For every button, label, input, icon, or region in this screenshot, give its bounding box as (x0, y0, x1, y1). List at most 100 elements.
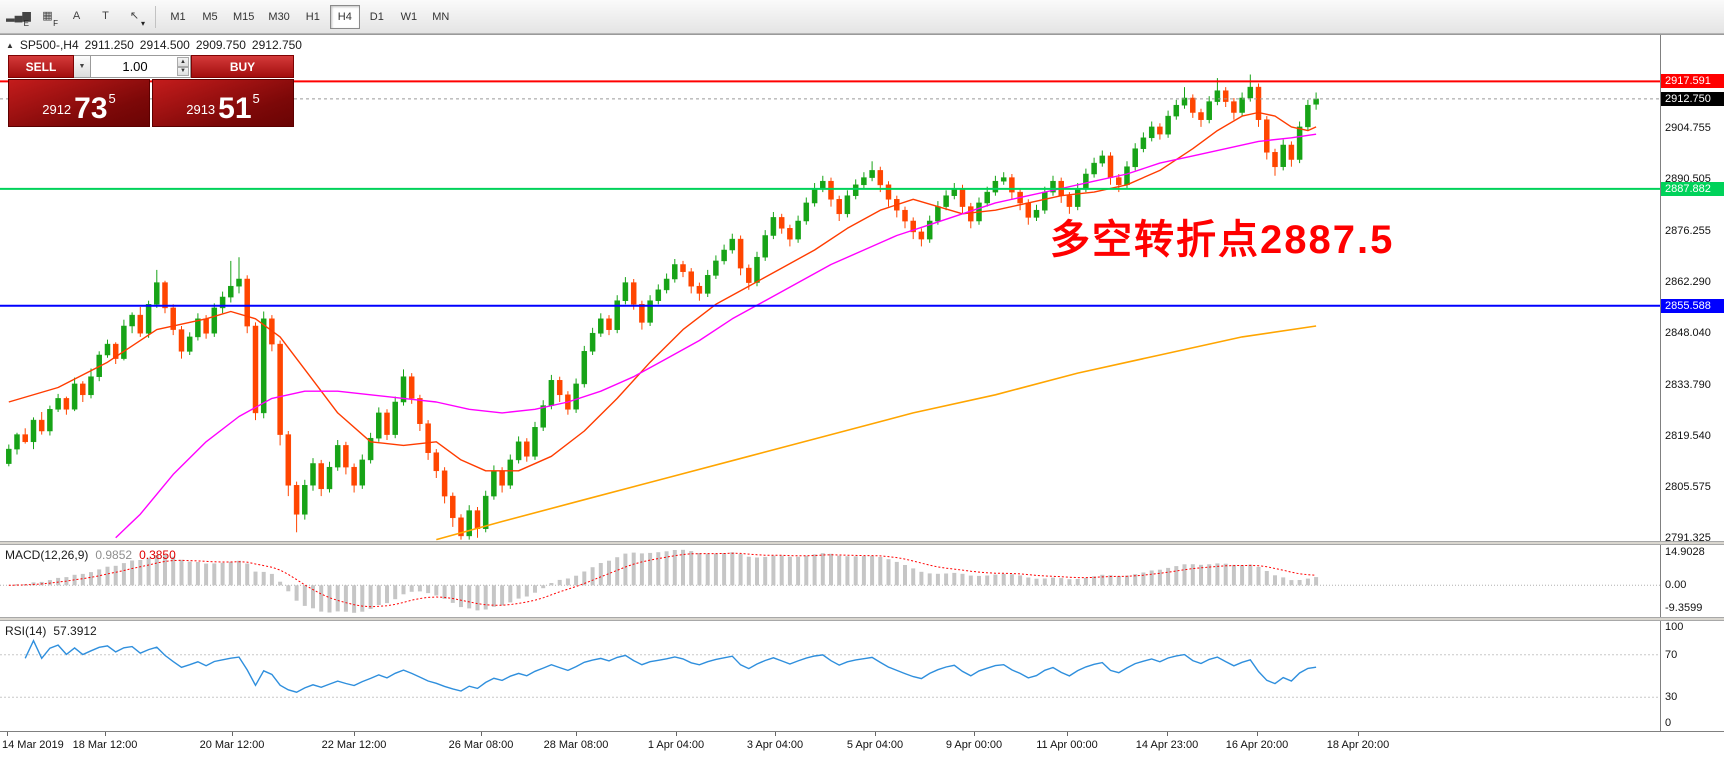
time-tick (676, 732, 677, 736)
price-axis-label: 2833.790 (1665, 379, 1711, 391)
time-axis-label: 26 Mar 08:00 (448, 739, 514, 751)
drawing-badge: ▾ (140, 18, 145, 28)
drawing-icon: ↖ (129, 10, 140, 22)
sell-price-tile[interactable]: 2912 73 5 (8, 79, 150, 127)
macd-name: MACD(12,26,9) (5, 548, 89, 562)
buy-button[interactable]: BUY (191, 55, 294, 78)
time-tick (7, 732, 8, 736)
price-axis[interactable]: 2904.755 2890.505 2876.255 2862.290 2848.040… (1660, 35, 1724, 731)
time-axis-label: 9 Apr 00:00 (945, 739, 1003, 751)
price-axis-label: 2848.040 (1665, 327, 1711, 339)
chart-plot-surface[interactable] (0, 35, 1724, 759)
timeframe-button-H1[interactable]: H1 (305, 10, 320, 23)
timeframe-button-D1[interactable]: D1 (369, 10, 384, 23)
volume-field-wrap: ▲ ▼ (91, 55, 191, 78)
main-toolbar: ▂▄▆ E ▦ F A T ↖ ▾ M1 M5 M15 M30 H1 H4 D1 W1 MN (0, 0, 1724, 34)
time-tick (105, 732, 106, 736)
time-axis-label: 1 Apr 04:00 (647, 739, 705, 751)
macd-axis-label: 0.00 (1665, 579, 1687, 591)
volume-decrease-icon[interactable]: ▼ (177, 66, 189, 76)
timeframe-button-M5[interactable]: M5 (202, 10, 218, 23)
tool-bar-chart-button[interactable]: ▂▄▆ E (5, 4, 32, 30)
rsi-line (24, 639, 1317, 693)
drawing-tools-group: ▂▄▆ E ▦ F A T ↖ ▾ (4, 4, 149, 30)
time-tick (1067, 732, 1068, 736)
time-tick (232, 732, 233, 736)
time-tick (354, 732, 355, 736)
timeframe-button-H4[interactable]: H4 (329, 4, 360, 29)
price-marker: 2912.750 (1661, 92, 1724, 106)
time-axis-label: 16 Apr 20:00 (1225, 739, 1289, 751)
time-axis-label: 3 Apr 04:00 (746, 739, 804, 751)
tool-textbox-button[interactable]: T (92, 4, 119, 30)
ohlc-open: 2911.250 (84, 38, 134, 52)
time-tick (481, 732, 482, 736)
volume-input[interactable] (91, 56, 190, 77)
rsi-name: RSI(14) (5, 624, 47, 638)
time-tick (1257, 732, 1258, 736)
one-click-trade-panel: SELL ▼ ▲ ▼ BUY 2912 73 5 2913 51 5 (8, 55, 294, 127)
macd-axis-label: -9.3599 (1665, 602, 1703, 614)
rsi-axis-label: 0 (1665, 717, 1672, 729)
volume-increase-icon[interactable]: ▲ (177, 57, 189, 67)
time-axis[interactable]: 14 Mar 2019 18 Mar 12:00 20 Mar 12:00 22 Ma… (0, 731, 1724, 759)
sell-price-pips: 73 (74, 91, 108, 125)
sell-price-figure: 2912 (42, 102, 72, 117)
ohlc-low: 2909.750 (195, 38, 246, 52)
tool-grid-button[interactable]: ▦ F (34, 4, 61, 30)
timeframe-button-M1[interactable]: M1 (170, 10, 186, 23)
price-marker: 2917.591 (1661, 74, 1724, 88)
time-tick (775, 732, 776, 736)
timeframe-button-M15[interactable]: M15 (233, 10, 255, 23)
price-axis-label: 2805.575 (1665, 481, 1711, 493)
collapse-icon[interactable]: ▲ (6, 40, 14, 50)
time-axis-label: 11 Apr 00:00 (1036, 739, 1098, 751)
time-axis-label: 14 Apr 23:00 (1135, 739, 1199, 751)
tool-drawing-button[interactable]: ↖ ▾ (121, 4, 148, 30)
volume-dropdown-caret-icon[interactable]: ▼ (74, 55, 91, 78)
macd-signal-line (8, 552, 1317, 608)
buy-price-pips: 51 (218, 91, 252, 125)
price-marker: 2855.588 (1661, 299, 1724, 313)
time-axis-label: 28 Mar 08:00 (543, 739, 609, 751)
time-axis-label: 5 Apr 04:00 (846, 739, 904, 751)
time-tick (1358, 732, 1359, 736)
chart-window: ▲ SP500-,H4 2911.250 2914.500 2909.750 2… (0, 34, 1724, 759)
rsi-value: 57.3912 (53, 624, 97, 638)
pane-separator[interactable] (0, 541, 1724, 545)
macd-histogram (15, 549, 1319, 613)
buy-price-point: 5 (252, 91, 260, 106)
rsi-axis-label: 70 (1665, 649, 1678, 661)
buy-price-tile[interactable]: 2913 51 5 (152, 79, 294, 127)
tool-text-button[interactable]: A (63, 4, 90, 30)
bar-chart-badge: E (23, 18, 29, 28)
buy-price-figure: 2913 (186, 102, 216, 117)
price-marker: 2887.882 (1661, 182, 1724, 196)
time-tick (875, 732, 876, 736)
grid-icon: ▦ (42, 10, 53, 22)
ma-slow-line (436, 325, 1317, 541)
price-axis-label: 2904.755 (1665, 122, 1711, 134)
time-axis-label: 18 Apr 20:00 (1326, 739, 1390, 751)
textbox-icon: T (102, 10, 109, 22)
time-tick (1167, 732, 1168, 736)
rsi-axis-label: 30 (1665, 691, 1678, 703)
chart-header: ▲ SP500-,H4 2911.250 2914.500 2909.750 2… (6, 38, 302, 52)
ma-mid-line (115, 133, 1317, 539)
ohlc-close: 2912.750 (251, 38, 302, 52)
macd-value-main: 0.9852 (95, 548, 133, 562)
sell-button[interactable]: SELL (8, 55, 74, 78)
ma-fast-line (8, 111, 1317, 472)
pane-separator[interactable] (0, 617, 1724, 621)
toolbar-separator (155, 5, 156, 28)
time-tick (576, 732, 577, 736)
timeframe-button-M30[interactable]: M30 (268, 10, 290, 23)
grid-badge: F (53, 18, 58, 28)
candlesticks (6, 74, 1319, 540)
chart-annotation-text[interactable]: 多空转折点2887.5 (1050, 218, 1395, 262)
timeframe-button-W1[interactable]: W1 (400, 10, 418, 23)
bar-chart-icon: ▂▄▆ (6, 10, 31, 22)
rsi-axis-label: 100 (1665, 621, 1684, 633)
timeframe-group: M1 M5 M15 M30 H1 H4 D1 W1 MN (162, 4, 457, 29)
timeframe-button-MN[interactable]: MN (432, 10, 450, 23)
